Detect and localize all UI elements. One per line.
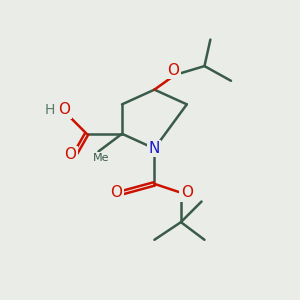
Text: Me: Me (93, 153, 110, 163)
Text: O: O (58, 102, 70, 117)
Text: N: N (149, 141, 160, 156)
Text: O: O (181, 185, 193, 200)
Text: O: O (64, 147, 76, 162)
Text: O: O (110, 185, 122, 200)
Text: O: O (168, 63, 180, 78)
Text: H: H (45, 103, 55, 117)
